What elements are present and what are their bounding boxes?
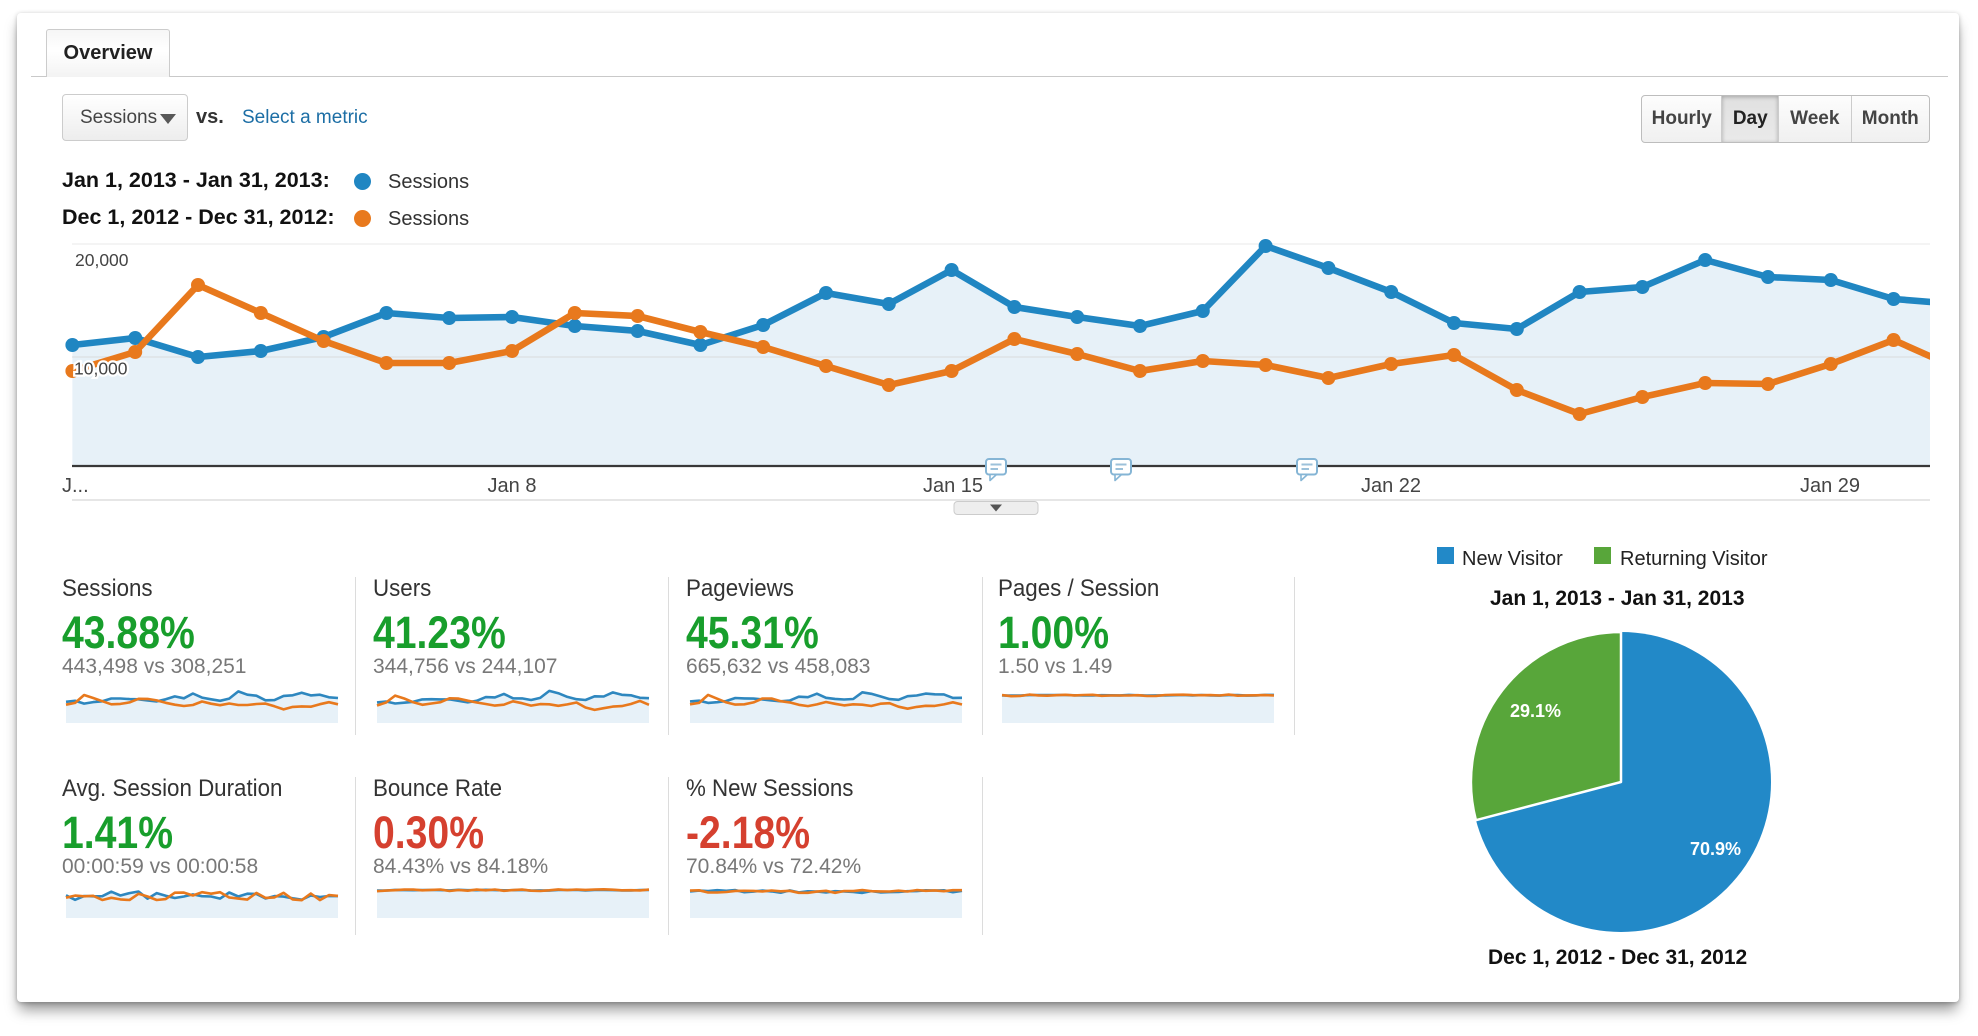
svg-text:Jan 15: Jan 15 <box>923 475 983 497</box>
svg-text:Jan 29: Jan 29 <box>1800 475 1860 497</box>
svg-text:10,000: 10,000 <box>74 359 128 379</box>
svg-text:70.9%: 70.9% <box>1690 839 1741 859</box>
svg-text:Jan 22: Jan 22 <box>1361 475 1421 497</box>
svg-text:29.1%: 29.1% <box>1510 701 1561 721</box>
svg-text:20,000: 20,000 <box>75 250 129 270</box>
svg-text:Jan 8: Jan 8 <box>488 475 537 497</box>
svg-text:J...: J... <box>62 475 89 497</box>
